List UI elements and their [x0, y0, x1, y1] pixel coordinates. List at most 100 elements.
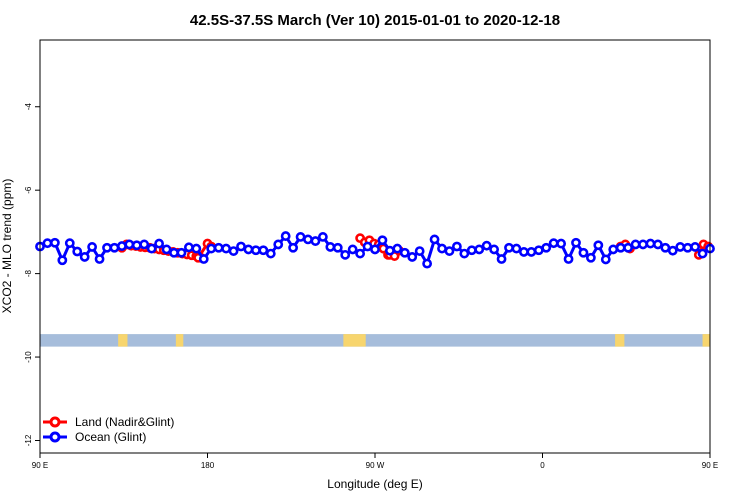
surface-bar-land-span	[615, 334, 625, 347]
ocean-data-point	[548, 238, 559, 249]
ocean-data-point	[690, 242, 701, 252]
ocean-data-point	[384, 245, 395, 256]
ocean-data-point	[49, 237, 60, 248]
ocean-data-point	[161, 244, 172, 255]
chart-title: 42.5S-37.5S March (Ver 10) 2015-01-01 to…	[190, 12, 560, 29]
y-tick-label: -8	[24, 270, 33, 278]
axes: 90 E 180 90 W 0 90 E -4 -6 -8 -10 -12	[24, 103, 718, 470]
ocean-data-point	[526, 247, 537, 257]
ocean-data-point	[295, 232, 306, 242]
ocean-data-point	[652, 239, 663, 250]
ocean-data-point	[585, 252, 596, 263]
x-tick-label: 0	[540, 461, 545, 470]
surface-bar-land-span	[118, 334, 128, 347]
ocean-data-point	[414, 246, 425, 256]
ocean-data-point	[340, 249, 351, 260]
ocean-data-point	[675, 242, 686, 252]
ocean-series-group	[35, 231, 715, 269]
ocean-data-point	[146, 243, 157, 254]
ocean-data-point	[265, 248, 276, 259]
ocean-data-point	[325, 242, 336, 252]
ocean-data-point	[578, 247, 589, 258]
ocean-data-point	[600, 254, 611, 265]
ocean-data-point	[466, 245, 477, 256]
ocean-data-point	[518, 247, 529, 257]
surface-bar-land-span	[702, 334, 710, 347]
ocean-data-point	[459, 248, 470, 259]
ocean-data-point	[236, 241, 246, 252]
x-tick-label: 90 E	[32, 461, 48, 470]
ocean-data-point	[347, 244, 358, 255]
ocean-data-point	[228, 246, 239, 256]
ocean-data-point	[42, 238, 53, 249]
ocean-data-point	[660, 242, 671, 253]
ocean-data-point	[615, 242, 626, 253]
ocean-data-point	[109, 242, 120, 253]
ocean-data-point	[481, 240, 492, 251]
ocean-data-point	[399, 247, 410, 258]
y-tick-label: -4	[24, 103, 33, 111]
ocean-data-point	[638, 239, 648, 250]
ocean-data-point	[57, 255, 68, 266]
ocean-data-point	[273, 239, 284, 250]
surface-bar-land-span	[343, 334, 366, 347]
ocean-data-point	[116, 241, 127, 251]
legend-ocean-marker	[49, 431, 61, 443]
x-axis-label: Longitude (deg E)	[327, 477, 422, 491]
y-axis-label: XCO2 - MLO trend (ppm)	[0, 179, 14, 314]
legend-ocean-label: Ocean (Glint)	[75, 430, 146, 444]
ocean-data-point	[250, 245, 261, 256]
legend-land-marker	[49, 416, 61, 428]
ocean-data-point	[533, 245, 544, 256]
ocean-data-point	[94, 254, 105, 264]
surface-bar-ocean	[40, 334, 710, 347]
ocean-data-point	[608, 244, 619, 255]
ocean-data-point	[474, 244, 485, 255]
ocean-data-point	[243, 244, 254, 255]
ocean-data-point	[221, 243, 232, 254]
ocean-data-point	[355, 248, 366, 259]
ocean-data-point	[124, 239, 135, 250]
ocean-data-point	[571, 237, 581, 248]
ocean-data-point	[183, 242, 194, 253]
ocean-data-point	[444, 246, 455, 256]
x-tick-label: 90 W	[366, 461, 385, 470]
ocean-data-point	[213, 242, 224, 253]
ocean-data-point	[504, 242, 514, 253]
ocean-data-point	[489, 244, 500, 255]
ocean-data-point	[169, 247, 179, 258]
ocean-data-point	[131, 240, 142, 251]
ocean-data-point	[511, 243, 522, 254]
ocean-data-point	[310, 236, 321, 246]
ocean-data-point	[451, 241, 462, 252]
ocean-data-point	[198, 254, 209, 264]
surface-bar-land-span	[175, 334, 184, 347]
ocean-data-point	[206, 243, 217, 254]
ocean-data-point	[593, 240, 604, 251]
ocean-data-point	[541, 242, 552, 253]
ocean-data-point	[79, 252, 90, 262]
ocean-data-point	[377, 235, 388, 246]
x-tick-label: 90 E	[702, 461, 718, 470]
ocean-data-point	[645, 238, 656, 249]
ocean-data-point	[72, 246, 83, 257]
ocean-data-point	[697, 248, 708, 259]
ocean-data-point	[258, 245, 269, 256]
y-tick-label: -12	[24, 434, 33, 446]
ocean-data-point	[556, 238, 567, 249]
y-tick-label: -10	[24, 351, 33, 363]
ocean-data-point	[630, 239, 641, 250]
ocean-data-point	[422, 258, 433, 269]
ocean-data-point	[429, 234, 440, 245]
ocean-data-point	[102, 242, 112, 253]
ocean-data-point	[64, 238, 75, 249]
ocean-data-point	[623, 242, 634, 253]
ocean-data-point	[682, 242, 693, 253]
ocean-data-point	[288, 242, 299, 253]
ocean-data-point	[392, 243, 403, 254]
ocean-data-point	[139, 239, 150, 250]
ocean-data-point	[87, 242, 98, 252]
x-tick-label: 180	[201, 461, 215, 470]
y-tick-label: -6	[24, 186, 33, 194]
ocean-data-point	[176, 247, 187, 258]
